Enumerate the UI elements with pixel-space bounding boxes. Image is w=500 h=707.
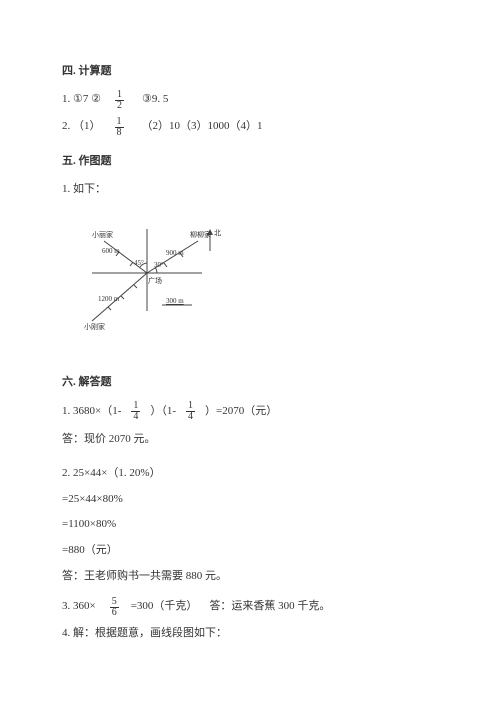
label-top-left-dist: 600 m [102, 247, 120, 255]
s4-q1-post: ③9. 5 [142, 90, 168, 110]
frac-den: 8 [115, 128, 124, 138]
s6-q3-ans: 答：运来香蕉 300 千克。 [209, 597, 330, 617]
s6-q2-l3: =1100×80% [62, 515, 438, 535]
s6-q2-l2: =25×44×80% [62, 490, 438, 510]
s4-q2-post: （2）10（3）1000（4）1 [142, 117, 263, 137]
label-br-dist: 300 m [166, 297, 184, 305]
section-5-title: 五. 作图题 [62, 152, 438, 172]
s6-q3-b: =300（千克） [131, 597, 198, 617]
fraction-1-4a: 1 4 [131, 401, 140, 422]
frac-den: 2 [115, 101, 124, 111]
s6-q3-line: 3. 360× 5 6 =300（千克） 答：运来香蕉 300 千克。 [62, 597, 438, 618]
label-top-right: 柳柳家 [190, 230, 211, 239]
fraction-1-2: 1 2 [115, 90, 124, 111]
s6-q1-a: 1. 3680×（1- [62, 402, 121, 422]
fraction-5-6: 5 6 [110, 597, 119, 618]
frac-den: 4 [131, 412, 140, 422]
label-bl-dist: 1200 m [98, 295, 120, 303]
s4-q2-pre: 2. （1） [62, 117, 101, 137]
fraction-1-4b: 1 4 [186, 401, 195, 422]
label-ang2: 30° [154, 261, 164, 269]
frac-den: 6 [110, 608, 119, 618]
fraction-1-8: 1 8 [115, 117, 124, 138]
s6-q2-l4: =880（元） [62, 541, 438, 561]
section-6-title: 六. 解答题 [62, 373, 438, 393]
s5-q1: 1. 如下： [62, 180, 438, 200]
label-top-left: 小丽家 [92, 230, 113, 239]
label-center: 广场 [148, 276, 162, 285]
label-bottom-left: 小刚家 [84, 322, 105, 331]
s6-q1-line: 1. 3680×（1- 1 4 ）（1- 1 4 ）=2070（元） [62, 401, 438, 422]
s6-q3-a: 3. 360× [62, 597, 96, 617]
s4-q1-line: 1. ①7 ② 1 2 ③9. 5 [62, 90, 438, 111]
s6-q1-c: ）=2070（元） [205, 402, 277, 422]
s6-q1-b: ）（1- [150, 402, 176, 422]
label-ang1: 45° [134, 259, 144, 267]
s6-q4: 4. 解：根据题意，画线段图如下： [62, 624, 438, 644]
s4-q1-pre: 1. ①7 ② [62, 90, 101, 110]
s6-q2-ans: 答：王老师购书一共需要 880 元。 [62, 567, 438, 587]
section-4-title: 四. 计算题 [62, 62, 438, 82]
s6-q2-l1: 2. 25×44×（1. 20%） [62, 464, 438, 484]
frac-den: 4 [186, 412, 195, 422]
label-top-right-dist: 900 m [166, 249, 184, 257]
s4-q2-line: 2. （1） 1 8 （2）10（3）1000（4）1 [62, 117, 438, 138]
compass-diagram: 小丽家 600 m 柳柳家 900 m 北 45° 30° 广场 300 m 1… [62, 211, 232, 341]
s6-q1-ans: 答：现价 2070 元。 [62, 430, 438, 450]
label-north: 北 [214, 229, 221, 237]
